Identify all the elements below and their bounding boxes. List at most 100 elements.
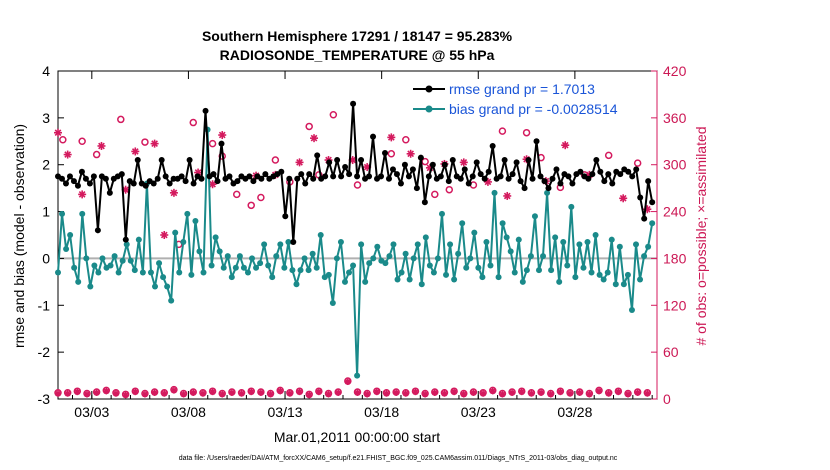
- bias-point: [253, 264, 260, 271]
- bias-point: [115, 269, 122, 276]
- assimilated-obs-marker: [170, 387, 178, 394]
- assimilated-obs-marker: [315, 388, 323, 396]
- right-y-axis: 420 360 300 240 180 120 60 0: [651, 63, 687, 407]
- possible-obs-marker: [498, 127, 507, 135]
- rmse-point: [421, 199, 428, 206]
- assimilated-marker-stroke: [576, 389, 583, 396]
- assimilated-obs-marker: [387, 133, 396, 142]
- assimilated-obs-marker: [83, 391, 91, 398]
- bias-point: [455, 250, 462, 257]
- bias-point: [382, 260, 389, 267]
- y-tick-label: -2: [38, 344, 51, 360]
- bias-point: [426, 262, 433, 269]
- assimilated-marker-stroke: [345, 379, 351, 385]
- assimilated-marker-stroke: [557, 389, 564, 395]
- rmse-point: [158, 157, 165, 164]
- assimilated-obs-marker: [537, 389, 545, 396]
- rmse-point: [525, 157, 532, 164]
- assimilated-obs-marker: [518, 388, 525, 396]
- assimilated-marker-stroke: [190, 389, 197, 396]
- rmse-point: [501, 157, 508, 164]
- rmse-point: [413, 185, 420, 192]
- bias-point: [152, 283, 159, 290]
- rmse-point: [154, 175, 161, 182]
- bias-point: [55, 269, 61, 276]
- rmse-point: [370, 133, 377, 140]
- rmse-point: [533, 138, 540, 145]
- bias-point: [588, 269, 595, 276]
- rmse-point: [290, 239, 297, 246]
- rmse-point: [142, 182, 149, 189]
- rmse-point: [210, 171, 217, 178]
- assimilated-marker-stroke: [258, 389, 264, 396]
- bias-point: [281, 264, 288, 271]
- rmse-point: [457, 175, 464, 182]
- assimilated-marker-stroke: [325, 391, 332, 398]
- y-tick-label: -1: [38, 297, 51, 313]
- rmse-point: [358, 157, 365, 164]
- y-right-tick-label: 420: [663, 63, 687, 79]
- bias-point: [91, 262, 98, 269]
- bias-point: [269, 274, 276, 281]
- assimilated-marker-stroke: [78, 191, 86, 198]
- assimilated-obs-marker: [363, 391, 371, 398]
- bias-point: [212, 234, 219, 241]
- possible-obs-marker: [353, 181, 362, 189]
- assimilated-marker-stroke: [132, 389, 139, 395]
- assimilated-obs-marker: [305, 391, 313, 399]
- possible-obs-marker: [271, 156, 280, 164]
- bias-point: [637, 276, 644, 283]
- legend-bias-label: bias grand pr = -0.0028514: [449, 101, 618, 117]
- possible-obs-marker: [189, 118, 198, 127]
- assimilated-marker-stroke: [605, 390, 612, 397]
- assimilated-marker-stroke: [383, 390, 390, 397]
- assimilated-marker-stroke: [310, 134, 318, 142]
- assimilated-marker-stroke: [509, 389, 515, 396]
- bias-point: [147, 269, 154, 276]
- y-tick-label: -3: [38, 391, 51, 407]
- bias-point: [540, 253, 547, 260]
- rmse-point: [202, 107, 209, 114]
- bias-point: [366, 260, 373, 267]
- rmse-point: [545, 185, 552, 192]
- rmse-point: [286, 175, 293, 182]
- assimilated-obs-marker: [392, 389, 400, 396]
- rmse-point: [553, 166, 560, 173]
- assimilated-obs-marker: [566, 390, 574, 397]
- chart-subtitle: RADIOSONDE_TEMPERATURE @ 55 hPa: [220, 47, 495, 63]
- bias-point: [503, 234, 510, 241]
- rmse-point: [198, 175, 205, 182]
- assimilated-obs-marker: [248, 388, 255, 396]
- bias-point: [192, 217, 199, 224]
- assimilated-marker-stroke: [200, 390, 206, 397]
- rmse-point: [601, 178, 608, 185]
- possible-obs-marker: [633, 159, 642, 167]
- rmse-point: [250, 178, 257, 185]
- bias-point: [564, 262, 571, 269]
- assimilated-marker-stroke: [460, 391, 467, 398]
- rmse-point: [593, 157, 600, 164]
- assimilated-obs-marker: [503, 191, 512, 200]
- legend: rmse grand pr = 1.7013 bias grand pr = -…: [413, 81, 618, 117]
- rmse-point: [322, 173, 329, 180]
- assimilated-marker-stroke: [619, 194, 627, 202]
- assimilated-marker-stroke: [64, 151, 72, 158]
- rmse-point: [166, 180, 173, 187]
- assimilated-marker-stroke: [218, 131, 226, 139]
- bias-point: [325, 271, 332, 278]
- rmse-point: [517, 178, 524, 185]
- rmse-point: [585, 175, 592, 182]
- assimilated-obs-marker: [450, 388, 458, 396]
- assimilated-marker-stroke: [335, 389, 341, 396]
- bias-point: [337, 239, 344, 246]
- rmse-point: [557, 180, 564, 187]
- bias-point: [527, 253, 534, 260]
- bias-point: [261, 241, 268, 248]
- assimilated-obs-marker: [354, 389, 361, 396]
- assimilated-marker-stroke: [151, 140, 158, 147]
- y-tick-label: 4: [42, 63, 50, 79]
- rmse-point: [74, 182, 81, 189]
- bias-point: [475, 264, 482, 271]
- rmse-point: [334, 157, 341, 164]
